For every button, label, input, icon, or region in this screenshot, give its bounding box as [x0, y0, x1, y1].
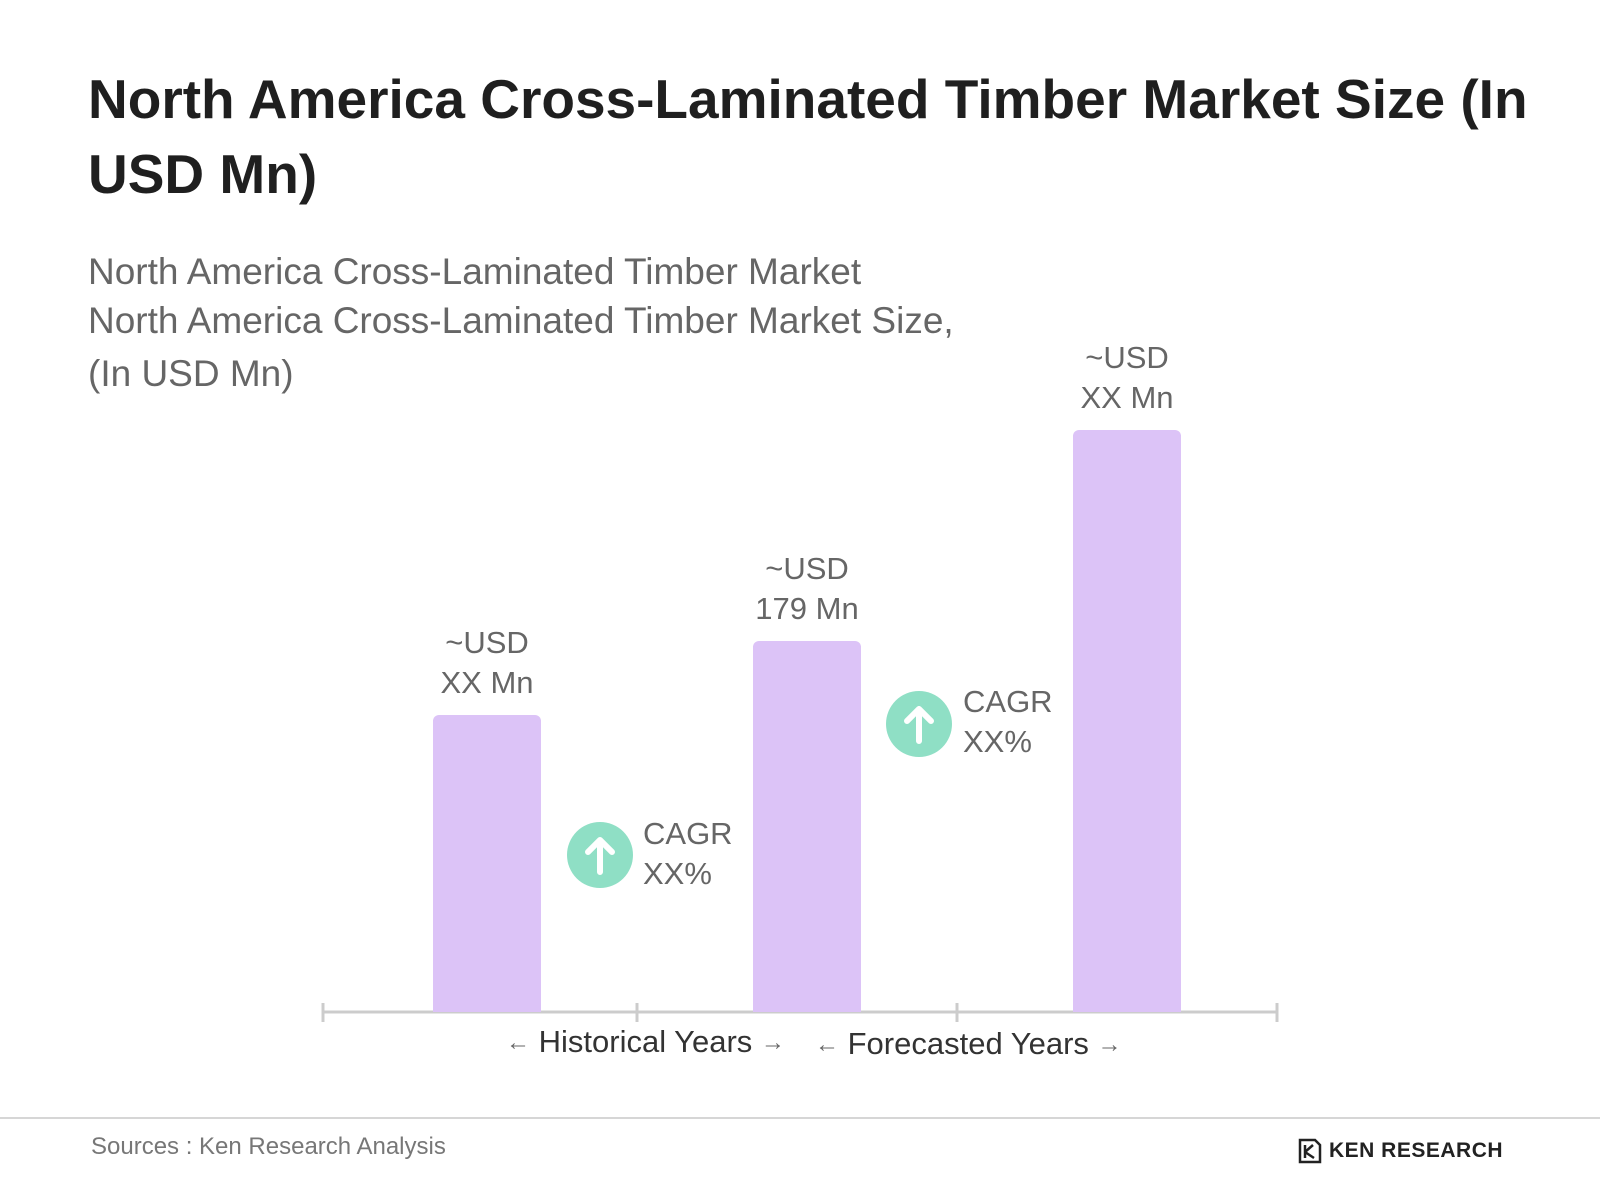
arrow-up-icon	[886, 691, 952, 757]
data-label-3: ~USD XX Mn	[1027, 338, 1227, 418]
data-label-3-line-1: ~USD	[1085, 340, 1169, 375]
cagr-label-2-line-2: XX%	[963, 724, 1032, 759]
arrow-left-icon: ←	[506, 1029, 530, 1056]
data-label-2: ~USD 179 Mn	[707, 549, 907, 629]
chart-subtitle: North America Cross-Laminated Timber Mar…	[88, 247, 1048, 398]
cagr-label-1-line-1: CAGR	[643, 816, 733, 851]
historical-years-text: Historical Years	[538, 1024, 753, 1059]
logo-text: KEN RESEARCH	[1329, 1139, 1504, 1162]
data-label-1-line-1: ~USD	[445, 625, 529, 660]
historical-years-label: ← Historical Years →	[506, 1022, 785, 1063]
ken-research-logo: KEN RESEARCH	[1297, 1136, 1503, 1166]
data-label-3-line-2: XX Mn	[1080, 380, 1174, 415]
bar-3	[1073, 430, 1181, 1012]
arrow-right-icon: →	[760, 1029, 785, 1056]
data-label-2-line-1: ~USD	[765, 551, 849, 586]
subtitle-line-3: (In USD Mn)	[88, 353, 294, 394]
bar-2	[753, 641, 861, 1012]
sources-note: Sources : Ken Research Analysis	[91, 1133, 446, 1160]
footer-divider	[0, 1117, 1600, 1119]
ken-research-logo-icon	[1298, 1138, 1322, 1164]
arrow-left-icon: ←	[815, 1031, 839, 1058]
subtitle-line-2: North America Cross-Laminated Timber Mar…	[88, 300, 954, 341]
arrow-up-icon	[567, 822, 633, 888]
forecasted-years-label: ← Forecasted Years →	[815, 1024, 1122, 1065]
chart-title: North America Cross-Laminated Timber Mar…	[88, 68, 1528, 205]
arrow-right-icon: →	[1097, 1031, 1122, 1058]
bar-1	[433, 715, 541, 1012]
cagr-label-1: CAGR XX%	[643, 814, 733, 894]
data-label-1: ~USD XX Mn	[387, 623, 587, 703]
cagr-label-1-line-2: XX%	[643, 856, 712, 891]
cagr-label-2-line-1: CAGR	[963, 684, 1053, 719]
forecasted-years-text: Forecasted Years	[847, 1026, 1089, 1061]
data-label-2-line-2: 179 Mn	[755, 591, 859, 626]
cagr-label-2: CAGR XX%	[963, 682, 1053, 762]
data-label-1-line-2: XX Mn	[440, 665, 534, 700]
subtitle-line-1: North America Cross-Laminated Timber Mar…	[88, 251, 862, 292]
